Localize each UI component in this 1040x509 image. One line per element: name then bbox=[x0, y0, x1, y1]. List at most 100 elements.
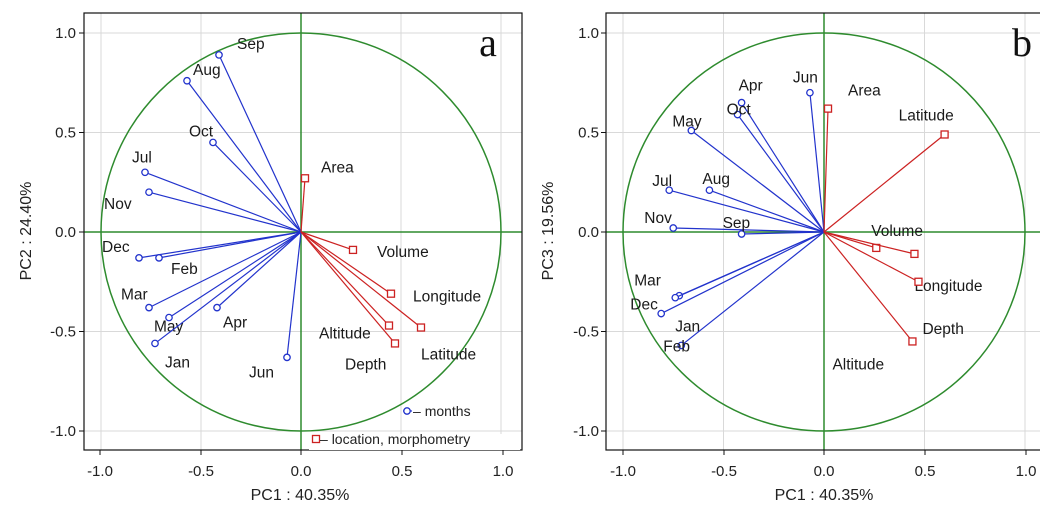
y-tick-label: 0.5 bbox=[578, 125, 599, 142]
y-tick-label: -0.5 bbox=[573, 324, 599, 341]
legend-months-text: – months bbox=[413, 403, 471, 419]
vector-mar bbox=[148, 231, 302, 309]
point-depth bbox=[390, 339, 400, 348]
ticks-a: -1.0 -0.5 0.0 0.5 1.0 1.0 0.5 0.0 -0.5 -1.0 bbox=[50, 25, 513, 480]
point-label-jun: Jun bbox=[793, 70, 818, 87]
vector-volume bbox=[300, 231, 354, 251]
point-label-area: Area bbox=[848, 83, 881, 100]
point-label-volume: Volume bbox=[377, 244, 429, 261]
point-label-feb: Feb bbox=[663, 338, 690, 355]
point-nov bbox=[669, 224, 678, 232]
vector-aug bbox=[709, 189, 825, 233]
point-label-jul: Jul bbox=[652, 173, 672, 190]
vectors-b: Jun Apr Oct May Jul Aug Nov Sep Mar Dec Jan Feb Area… bbox=[630, 70, 982, 374]
point-label-feb: Feb bbox=[171, 261, 198, 278]
point-label-sep: Sep bbox=[723, 215, 751, 232]
ticks-b: -1.0 -0.5 0.0 0.5 1.0 1.0 0.5 0.0 -0.5 -1.0 bbox=[573, 25, 1036, 480]
point-label-mar: Mar bbox=[121, 287, 148, 304]
x-tick-label: 0.5 bbox=[915, 463, 936, 480]
point-label-altitude: Altitude bbox=[832, 356, 884, 373]
vector-jun bbox=[286, 231, 302, 358]
vector-oct bbox=[737, 114, 825, 233]
legend: – months – location, morphometry bbox=[309, 403, 520, 450]
legend-item-months: – months bbox=[403, 403, 471, 419]
y-tick-label: -0.5 bbox=[50, 324, 76, 341]
x-tick-label: 0.5 bbox=[392, 463, 413, 480]
vector-aug bbox=[186, 80, 302, 233]
point-volume bbox=[348, 245, 358, 255]
point-apr bbox=[737, 98, 746, 107]
legend-location-text: – location, morphometry bbox=[320, 431, 470, 447]
x-tick-label: 0.0 bbox=[291, 463, 312, 480]
point-label-oct: Oct bbox=[189, 123, 214, 140]
point-label-jul: Jul bbox=[132, 149, 152, 166]
vector-depth bbox=[300, 231, 396, 344]
vector-longitude bbox=[823, 231, 915, 255]
point-nov bbox=[145, 188, 153, 197]
y-axis-label-b: PC3 : 19.56% bbox=[540, 182, 557, 281]
point-label-jun: Jun bbox=[249, 364, 274, 381]
point-area bbox=[823, 104, 833, 113]
vector-depth bbox=[823, 231, 919, 283]
point-oct bbox=[209, 138, 217, 147]
legend-months-marker bbox=[403, 407, 411, 415]
point-latitude bbox=[940, 130, 949, 139]
y-tick-label: 0.0 bbox=[55, 224, 76, 241]
vector-area bbox=[300, 178, 306, 233]
point-label-jan: Jan bbox=[165, 354, 190, 371]
x-tick-label: -1.0 bbox=[610, 463, 636, 480]
biplot-panel-b: Jun Apr Oct May Jul Aug Nov Sep Mar Dec Jan Feb Area… bbox=[540, 12, 1040, 504]
vector-oct bbox=[212, 142, 302, 233]
point-label-may: May bbox=[154, 319, 184, 336]
point-label-latitude: Latitude bbox=[899, 107, 954, 124]
point-label-dec: Dec bbox=[630, 297, 658, 314]
point-label-area: Area bbox=[321, 159, 354, 176]
point-label-aug: Aug bbox=[702, 171, 730, 188]
vector-may bbox=[168, 231, 302, 319]
vector-jan bbox=[154, 231, 302, 344]
x-tick-label: -1.0 bbox=[87, 463, 113, 480]
point-jun bbox=[283, 353, 291, 362]
point-sep bbox=[215, 51, 223, 59]
x-tick-label: 0.0 bbox=[814, 463, 835, 480]
x-tick-label: -0.5 bbox=[711, 463, 737, 480]
point-longitude bbox=[386, 289, 396, 298]
point-label-apr: Apr bbox=[223, 315, 247, 332]
point-label-may: May bbox=[672, 114, 702, 131]
vector-jul bbox=[669, 189, 825, 233]
point-label-dec: Dec bbox=[102, 239, 130, 256]
panel-letter-b: b bbox=[1012, 20, 1032, 65]
point-oct bbox=[733, 110, 742, 119]
vector-apr bbox=[216, 231, 302, 309]
point-altitude bbox=[384, 321, 394, 330]
legend-box bbox=[309, 434, 520, 450]
point-label-longitude: Longitude bbox=[914, 278, 982, 295]
point-jul bbox=[141, 168, 149, 177]
point-altitude bbox=[908, 337, 917, 346]
point-dec bbox=[135, 254, 143, 262]
vectors-a: Sep Aug Oct Jul Nov Dec Feb Mar May Jan Apr Jun Area… bbox=[102, 36, 481, 381]
point-dec bbox=[671, 293, 680, 302]
point-jun bbox=[806, 88, 814, 97]
vector-feb bbox=[680, 231, 825, 346]
vector-longitude bbox=[300, 231, 392, 295]
point-label-nov: Nov bbox=[104, 196, 132, 213]
vector-latitude bbox=[300, 231, 422, 328]
y-tick-label: 1.0 bbox=[55, 25, 76, 42]
point-jan bbox=[657, 309, 666, 318]
point-label-aug: Aug bbox=[193, 62, 221, 79]
point-label-longitude: Longitude bbox=[413, 289, 481, 306]
x-tick-label: -0.5 bbox=[188, 463, 214, 480]
point-label-oct: Oct bbox=[727, 102, 752, 119]
point-label-mar: Mar bbox=[634, 273, 661, 290]
point-label-latitude: Latitude bbox=[421, 347, 476, 364]
point-area bbox=[300, 174, 310, 183]
point-depth bbox=[914, 277, 923, 286]
legend-location-marker bbox=[311, 434, 321, 444]
point-label-apr: Apr bbox=[739, 78, 763, 95]
point-may bbox=[165, 313, 173, 322]
point-sep bbox=[737, 230, 746, 238]
x-axis-label-b: PC1 : 40.35% bbox=[775, 487, 874, 504]
vector-jan bbox=[660, 231, 825, 315]
